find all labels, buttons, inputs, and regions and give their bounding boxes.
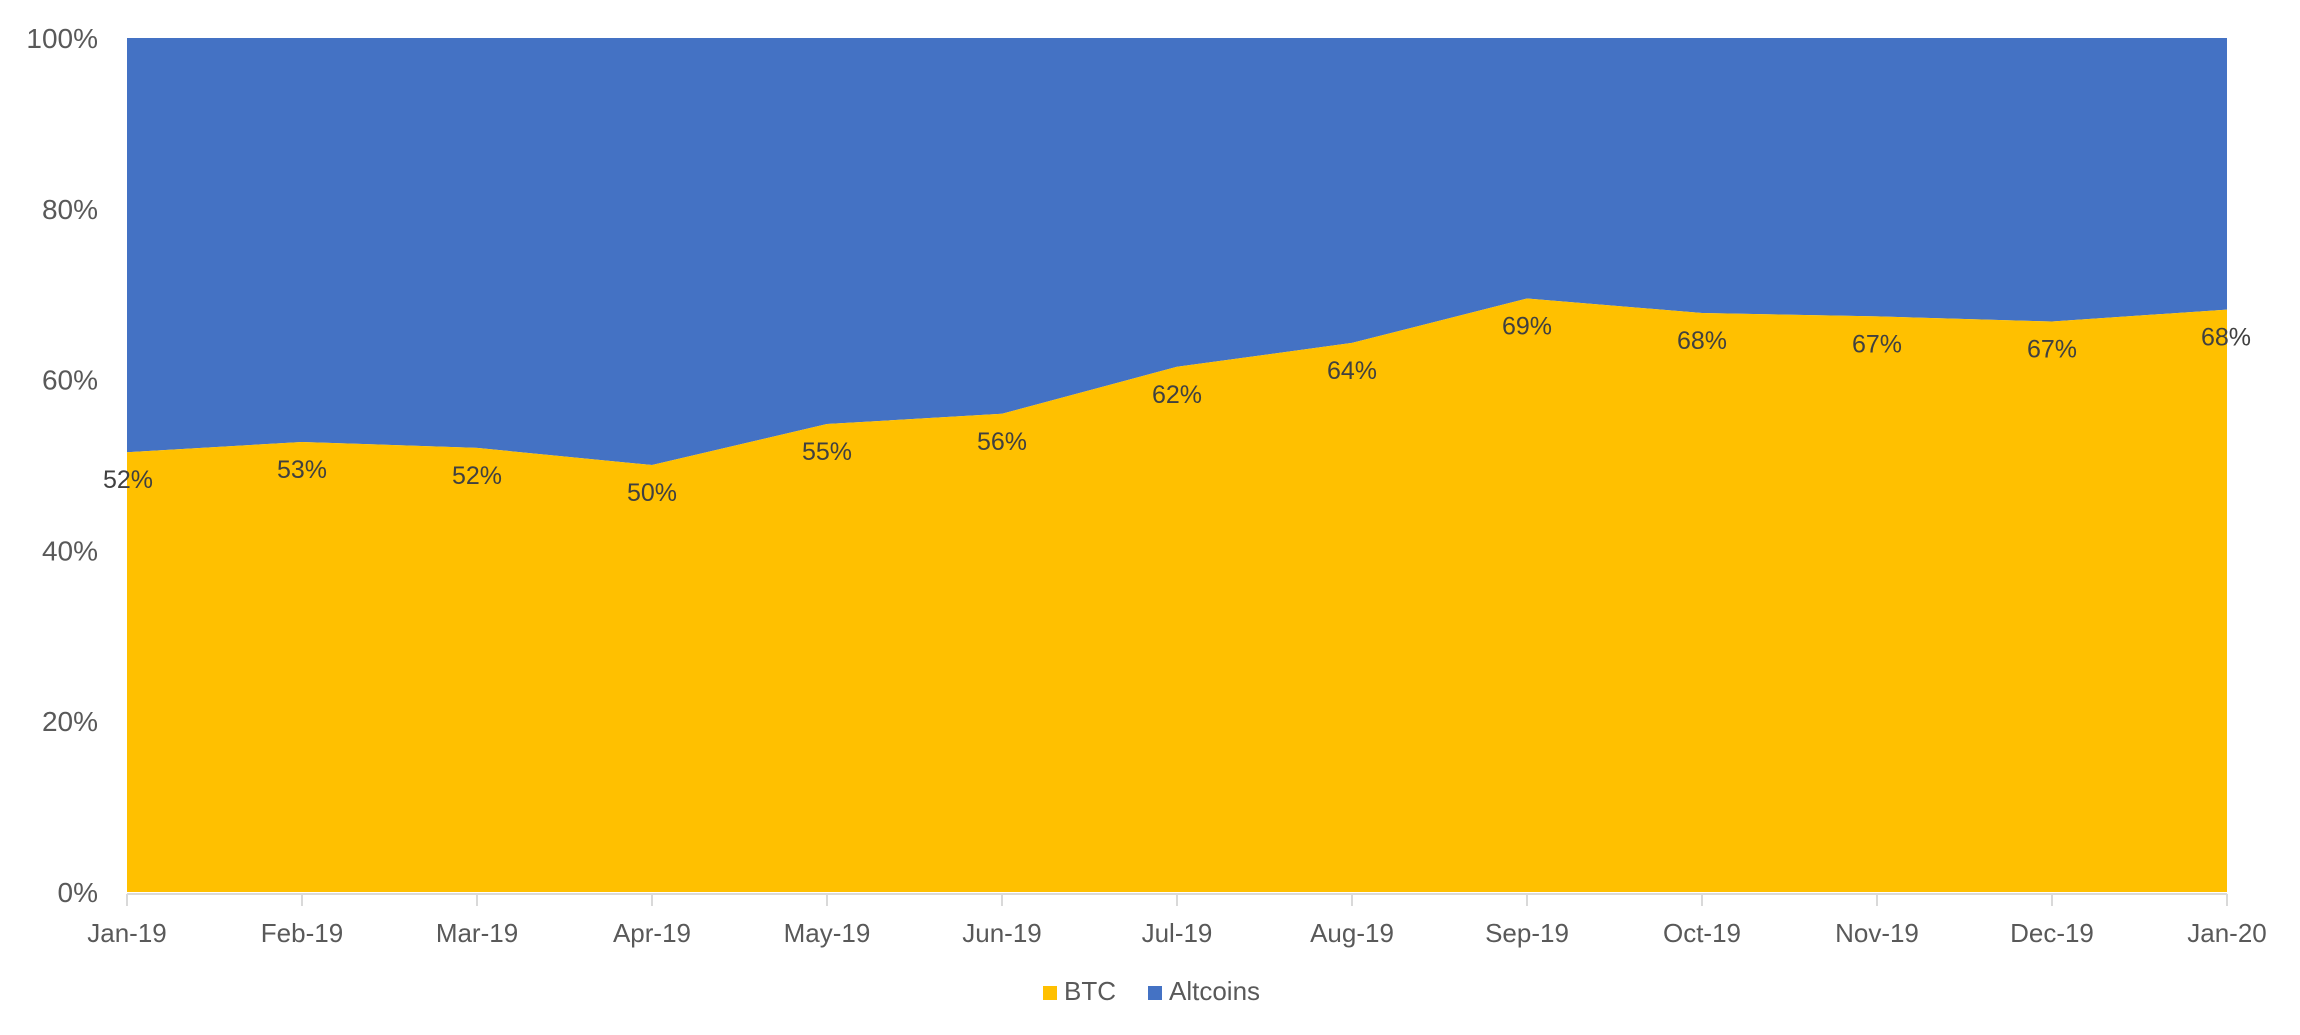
x-tick-label: Apr-19 [613, 918, 691, 948]
x-tick-label: Sep-19 [1485, 918, 1569, 948]
y-tick-label: 100% [26, 23, 98, 54]
data-label: 50% [627, 479, 677, 507]
data-label: 69% [1502, 312, 1552, 340]
data-label: 56% [977, 428, 1027, 456]
legend-label-altcoins: Altcoins [1169, 976, 1260, 1006]
legend: BTC Altcoins [1043, 976, 1260, 1006]
data-label: 64% [1327, 357, 1377, 385]
series-area-altcoins [127, 38, 2227, 465]
x-tick-label: Jul-19 [1142, 918, 1213, 948]
x-tick-label: Jan-19 [87, 918, 167, 948]
data-label: 53% [277, 456, 327, 484]
data-label: 52% [103, 466, 153, 494]
legend-label-btc: BTC [1064, 976, 1116, 1006]
y-tick-label: 80% [42, 194, 98, 225]
legend-swatch-btc [1043, 986, 1057, 1000]
x-tick-label: May-19 [784, 918, 871, 948]
x-tick-label: Mar-19 [436, 918, 518, 948]
x-tick-label: Nov-19 [1835, 918, 1919, 948]
data-label: 68% [1677, 327, 1727, 355]
y-tick-label: 0% [58, 877, 98, 908]
y-tick-label: 40% [42, 535, 98, 566]
data-label: 67% [2027, 336, 2077, 364]
x-tick-label: Feb-19 [261, 918, 343, 948]
x-tick-label: Oct-19 [1663, 918, 1741, 948]
data-label: 68% [2201, 324, 2251, 352]
series-area-btc [127, 298, 2227, 893]
x-tick-label: Jun-19 [962, 918, 1042, 948]
y-tick-label: 20% [42, 706, 98, 737]
x-tick-label: Aug-19 [1310, 918, 1394, 948]
y-tick-label: 60% [42, 365, 98, 396]
data-label: 67% [1852, 330, 1902, 358]
legend-swatch-altcoins [1148, 986, 1162, 1000]
data-label: 62% [1152, 381, 1202, 409]
data-label: 52% [452, 462, 502, 490]
data-label: 55% [802, 438, 852, 466]
x-tick-label: Jan-20 [2187, 918, 2267, 948]
x-tick-label: Dec-19 [2010, 918, 2094, 948]
